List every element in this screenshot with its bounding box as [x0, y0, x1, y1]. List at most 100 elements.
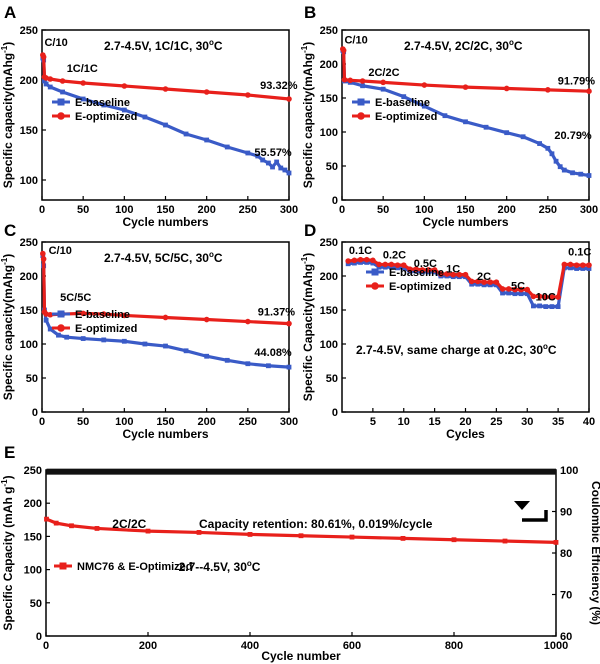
- data-point: [278, 165, 284, 171]
- data-point: [475, 278, 481, 285]
- data-point: [163, 343, 168, 349]
- data-point: [400, 535, 406, 541]
- y-tick-label: 100: [320, 127, 338, 139]
- rate-label: 1C: [446, 264, 460, 276]
- data-point: [224, 357, 230, 363]
- ce-data-band: [46, 468, 556, 475]
- legend-entry: E-baseline: [375, 97, 430, 109]
- x-tick-label: 50: [77, 416, 89, 428]
- legend-marker: [371, 282, 379, 290]
- data-point: [549, 304, 555, 309]
- data-point: [203, 316, 210, 323]
- x-tick-label: 250: [239, 416, 257, 428]
- data-point: [270, 164, 275, 170]
- legend-marker: [371, 268, 379, 276]
- data-point: [40, 256, 47, 262]
- data-point: [407, 266, 413, 273]
- annotation: 20.79%: [554, 130, 592, 142]
- x-tick-label: 1000: [544, 640, 568, 652]
- data-point: [43, 311, 49, 317]
- y-right-tick-label: 70: [560, 590, 572, 602]
- data-point: [282, 167, 288, 173]
- annotation: C/10: [49, 245, 72, 257]
- data-point: [400, 262, 407, 268]
- data-point: [586, 262, 592, 268]
- data-point: [80, 96, 86, 102]
- condition-text: 2.7-4.5V, 5C/5C, 30oC: [104, 250, 223, 265]
- data-point: [47, 84, 53, 90]
- y-tick-label: 100: [24, 565, 42, 577]
- data-point: [450, 271, 456, 278]
- x-tick-label: 15: [429, 416, 441, 428]
- data-point: [580, 266, 586, 271]
- data-point: [573, 262, 580, 268]
- x-tick-label: 10: [398, 416, 410, 428]
- x-tick-label: 0: [339, 204, 345, 216]
- rate-label: 10C: [536, 291, 556, 303]
- legend-entry: E-optimized: [75, 323, 137, 335]
- data-point: [203, 89, 210, 95]
- data-point: [376, 261, 382, 268]
- annotation: 55.57%: [254, 147, 292, 159]
- data-point: [574, 266, 580, 271]
- data-point: [245, 150, 251, 156]
- legend-entry: E-optimized: [75, 111, 137, 123]
- data-point: [518, 286, 524, 293]
- legend-marker: [57, 98, 65, 106]
- data-point: [531, 303, 536, 309]
- data-point: [413, 266, 419, 273]
- x-tick-label: 40: [583, 416, 595, 428]
- data-point: [462, 271, 469, 278]
- data-point: [40, 250, 46, 257]
- data-point: [518, 291, 524, 297]
- data-point: [101, 337, 107, 343]
- x-tick-label: 200: [139, 640, 157, 652]
- data-point: [183, 348, 189, 354]
- annotation: 2C/2C: [368, 67, 399, 79]
- panel-a: A 0 50 100 150 200 250 300 100 150 200 250 Cycle num…: [0, 3, 298, 229]
- x-tick-label: 5: [370, 416, 376, 428]
- data-point: [502, 538, 508, 544]
- condition-text: 2.7-4.5V, same charge at 0.2C, 30oC: [356, 342, 557, 357]
- data-point: [121, 83, 128, 89]
- data-point: [260, 157, 266, 163]
- data-point: [483, 124, 489, 130]
- data-point: [101, 102, 107, 108]
- data-point: [255, 153, 261, 159]
- y-tick-label: 150: [320, 305, 338, 317]
- data-point: [245, 361, 251, 367]
- series-e-optimized: [340, 46, 592, 94]
- series-line: [347, 258, 589, 299]
- x-tick-label: 200: [497, 204, 515, 216]
- data-point: [266, 160, 271, 166]
- x-tick-label: 150: [156, 204, 174, 216]
- y-tick-label: 200: [320, 59, 338, 71]
- y-tick-label: 250: [24, 465, 42, 477]
- data-point: [341, 76, 348, 83]
- x-axis-label: Cycle numbers: [422, 215, 508, 229]
- data-point: [512, 286, 518, 293]
- arrow-head: [514, 501, 530, 510]
- x-tick-label: 250: [539, 204, 557, 216]
- y-tick-label: 200: [20, 75, 38, 87]
- data-point: [462, 84, 469, 90]
- data-point: [56, 332, 61, 338]
- data-point: [196, 530, 202, 535]
- series-e-baseline: [40, 55, 292, 176]
- data-point: [204, 137, 210, 143]
- data-point: [500, 290, 505, 296]
- y-tick-label: 50: [30, 598, 42, 610]
- x-tick-label: 600: [343, 640, 361, 652]
- data-point: [419, 267, 426, 273]
- data-point: [586, 173, 592, 178]
- data-point: [245, 92, 251, 98]
- data-point: [481, 279, 487, 285]
- y-tick-label: 100: [320, 339, 338, 351]
- data-point: [487, 279, 494, 285]
- x-axis-label: Cycles: [446, 427, 485, 441]
- annotation: 2.7--4.5V, 30oC: [179, 559, 261, 574]
- data-point: [524, 291, 530, 297]
- data-point: [142, 114, 148, 120]
- data-point: [570, 170, 575, 176]
- data-point: [286, 320, 292, 327]
